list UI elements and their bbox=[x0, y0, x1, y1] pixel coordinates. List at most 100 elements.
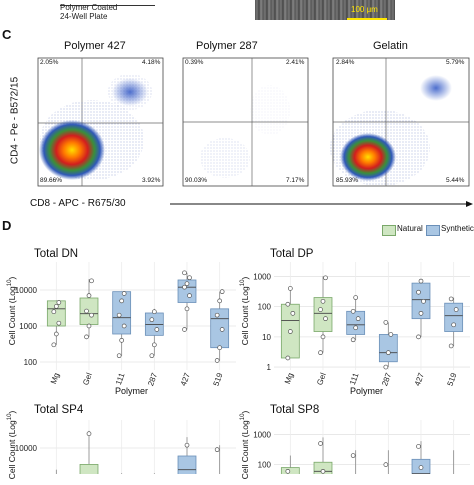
q-tr-1: 4.18% bbox=[142, 59, 161, 66]
data-point bbox=[451, 322, 457, 328]
data-point bbox=[290, 310, 296, 316]
data-point bbox=[416, 334, 421, 340]
x-axis-label-dn: Polymer bbox=[115, 386, 149, 396]
data-point bbox=[84, 334, 89, 340]
flow-plot-3-title: Gelatin bbox=[373, 40, 408, 52]
data-point bbox=[121, 291, 127, 296]
data-point bbox=[353, 325, 359, 331]
y-tick-label: 1000 bbox=[253, 430, 271, 439]
legend-label-natural: Natural bbox=[397, 224, 423, 233]
data-point bbox=[320, 334, 326, 340]
x-tick-label: 111 bbox=[348, 371, 361, 386]
data-point bbox=[453, 307, 459, 312]
box-111 bbox=[112, 291, 132, 335]
box-427 bbox=[177, 279, 197, 303]
box-287 bbox=[378, 334, 398, 363]
x-tick-label: Gel bbox=[81, 371, 94, 386]
micrograph-image: 100 μm bbox=[255, 0, 395, 20]
data-point bbox=[385, 350, 391, 356]
box-519 bbox=[444, 302, 464, 332]
data-point bbox=[448, 343, 454, 349]
x-tick-label: 287 bbox=[146, 371, 159, 387]
chart-title-sp8: Total SP8 bbox=[270, 404, 320, 416]
box-Gel bbox=[79, 297, 99, 325]
data-point bbox=[323, 316, 328, 322]
data-point bbox=[151, 342, 157, 348]
data-point bbox=[285, 468, 291, 474]
data-point bbox=[383, 320, 389, 325]
box-Mg bbox=[280, 467, 300, 474]
legend: Natural Synthetic bbox=[380, 220, 474, 238]
x-tick-label: Gel bbox=[315, 371, 328, 386]
x-tick-label: Mg bbox=[283, 372, 295, 386]
data-point bbox=[287, 286, 293, 291]
data-point bbox=[56, 320, 62, 326]
q-bl-2: 90.03% bbox=[185, 177, 208, 184]
data-point bbox=[116, 312, 122, 318]
data-point bbox=[121, 323, 127, 329]
scale-bar: 100 μm bbox=[347, 5, 387, 20]
data-point bbox=[318, 441, 323, 446]
data-point bbox=[86, 293, 92, 298]
data-point bbox=[418, 310, 424, 316]
data-point bbox=[214, 358, 220, 363]
data-point bbox=[320, 298, 326, 304]
flow-plot-2-title: Polymer 287 bbox=[196, 40, 258, 52]
data-point bbox=[383, 364, 389, 370]
flow-x-axis-label: CD8 - APC - R675/30 bbox=[30, 198, 126, 209]
data-point bbox=[51, 342, 57, 348]
x-tick-label: 427 bbox=[413, 371, 426, 387]
data-point bbox=[116, 353, 122, 359]
data-point bbox=[149, 353, 155, 359]
box-Mg bbox=[46, 300, 66, 327]
q-tl-2: 0.39% bbox=[185, 59, 204, 66]
box-427 bbox=[177, 455, 197, 474]
data-point bbox=[421, 298, 426, 304]
q-br-3: 5.44% bbox=[446, 177, 465, 184]
data-point bbox=[214, 312, 220, 318]
x-tick-label: 111 bbox=[114, 371, 127, 386]
y-tick-label: 10000 bbox=[15, 444, 38, 453]
data-point bbox=[182, 284, 187, 290]
q-tl-1: 2.05% bbox=[40, 59, 59, 66]
data-point bbox=[416, 444, 421, 449]
chart-title-dn: Total DN bbox=[34, 248, 79, 260]
y-tick-label: 100 bbox=[258, 461, 272, 470]
data-point bbox=[287, 329, 293, 334]
y-tick-label: 10000 bbox=[15, 286, 38, 295]
data-point bbox=[219, 289, 225, 295]
data-point bbox=[418, 278, 424, 284]
data-point bbox=[285, 355, 291, 361]
scale-bar-label: 100 μm bbox=[351, 5, 378, 14]
flow-cytometry-plots bbox=[37, 57, 473, 207]
q-tl-3: 2.84% bbox=[336, 59, 355, 66]
data-point bbox=[184, 306, 190, 312]
chart-title-sp4: Total SP4 bbox=[34, 404, 84, 416]
box-Gel bbox=[313, 297, 333, 332]
q-bl-1: 89.66% bbox=[40, 177, 63, 184]
data-point bbox=[214, 447, 220, 453]
data-point bbox=[323, 275, 328, 281]
box-519 bbox=[210, 308, 230, 349]
data-point bbox=[383, 462, 389, 467]
y-tick-label: 10 bbox=[262, 333, 271, 342]
data-point bbox=[219, 327, 225, 332]
x-tick-label: 519 bbox=[212, 371, 225, 387]
x-axis-label-dp: Polymer bbox=[350, 386, 384, 396]
data-point bbox=[285, 301, 291, 307]
data-point bbox=[318, 350, 323, 356]
chart-title-dp: Total DP bbox=[270, 248, 314, 260]
x-tick-label: 519 bbox=[446, 371, 459, 387]
data-point bbox=[154, 327, 160, 332]
x-tick-label: Mg bbox=[49, 372, 61, 386]
data-point bbox=[119, 298, 125, 304]
box-111 bbox=[346, 310, 366, 335]
data-point bbox=[51, 309, 57, 315]
data-point bbox=[53, 304, 59, 309]
data-point bbox=[350, 337, 356, 343]
data-point bbox=[217, 345, 223, 351]
data-point bbox=[86, 323, 92, 329]
box-plots: 100 1000 10000 Mg Gel 111 287 427 519 1 10 100 1000 M… bbox=[15, 262, 470, 474]
legend-label-synthetic: Synthetic bbox=[441, 224, 474, 233]
data-point bbox=[353, 295, 359, 300]
